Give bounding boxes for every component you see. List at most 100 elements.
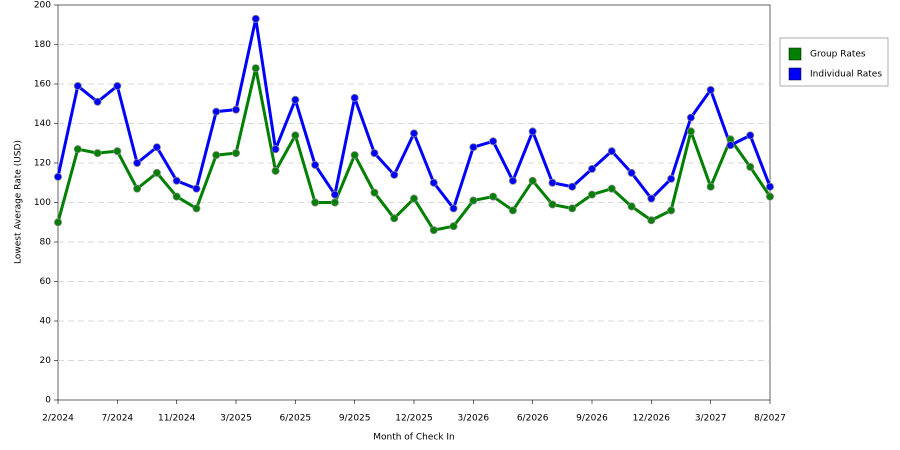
data-point (568, 204, 577, 213)
y-tick-label: 40 (40, 317, 52, 327)
data-point (489, 137, 498, 146)
data-point (350, 151, 359, 160)
data-point (172, 192, 181, 201)
data-point (746, 131, 755, 140)
data-point (508, 176, 517, 185)
data-point (133, 184, 142, 193)
data-point (409, 194, 418, 203)
y-tick-label: 180 (34, 40, 51, 50)
data-point (113, 81, 122, 90)
data-point (706, 182, 715, 191)
data-point (73, 145, 82, 154)
x-axis-label: Month of Check In (373, 433, 455, 443)
x-tick-label: 11/2024 (158, 414, 196, 424)
x-tick-label: 3/2025 (220, 414, 252, 424)
data-point (231, 149, 240, 158)
legend-label: Group Rates (810, 50, 866, 60)
data-point (311, 198, 320, 207)
x-tick-label: 12/2026 (633, 414, 671, 424)
x-tick-label: 3/2027 (695, 414, 727, 424)
data-point (271, 145, 280, 154)
data-point (370, 188, 379, 197)
data-point (212, 151, 221, 160)
legend-swatch (788, 67, 802, 81)
data-point (647, 216, 656, 225)
data-point (113, 147, 122, 156)
data-point (508, 206, 517, 215)
data-point (766, 192, 775, 201)
data-point (330, 190, 339, 199)
data-point (627, 168, 636, 177)
data-point (667, 174, 676, 183)
y-tick-label: 80 (40, 238, 52, 248)
data-point (370, 149, 379, 158)
data-point (647, 194, 656, 203)
data-point (528, 127, 537, 136)
data-point (93, 97, 102, 106)
data-point (291, 95, 300, 104)
data-point (291, 131, 300, 140)
x-tick-label: 8/2027 (754, 414, 786, 424)
data-point (607, 184, 616, 193)
y-tick-label: 200 (34, 1, 51, 11)
data-point (231, 105, 240, 114)
data-point (489, 192, 498, 201)
data-point (429, 178, 438, 187)
data-point (726, 141, 735, 150)
data-point (73, 81, 82, 90)
data-point (390, 170, 399, 179)
x-tick-label: 9/2026 (576, 414, 608, 424)
data-point (409, 129, 418, 138)
data-point (152, 168, 161, 177)
x-tick-label: 9/2025 (339, 414, 371, 424)
data-point (93, 149, 102, 158)
legend-label: Individual Rates (810, 70, 882, 80)
data-point (469, 143, 478, 152)
data-point (133, 158, 142, 167)
data-point (667, 206, 676, 215)
data-point (568, 182, 577, 191)
data-point (686, 113, 695, 122)
data-point (766, 182, 775, 191)
data-point (528, 176, 537, 185)
x-tick-label: 7/2024 (101, 414, 133, 424)
data-point (212, 107, 221, 116)
y-axis-label: Lowest Average Rate (USD) (14, 140, 24, 264)
y-tick-label: 0 (45, 396, 51, 406)
data-point (548, 178, 557, 187)
data-point (627, 202, 636, 211)
y-tick-label: 100 (34, 198, 51, 208)
data-point (588, 190, 597, 199)
data-point (350, 93, 359, 102)
data-point (429, 226, 438, 235)
x-tick-label: 2/2024 (42, 414, 74, 424)
x-tick-label: 3/2026 (457, 414, 489, 424)
data-point (390, 214, 399, 223)
x-tick-label: 12/2025 (395, 414, 432, 424)
data-point (449, 204, 458, 213)
legend-swatch (788, 47, 802, 61)
y-tick-label: 20 (40, 356, 52, 366)
data-point (686, 127, 695, 136)
data-point (330, 198, 339, 207)
data-point (588, 164, 597, 173)
y-tick-label: 60 (40, 277, 52, 287)
data-point (706, 85, 715, 94)
data-point (54, 172, 63, 181)
data-point (449, 222, 458, 231)
data-point (172, 176, 181, 185)
y-tick-label: 160 (34, 80, 51, 90)
data-point (271, 166, 280, 175)
data-point (311, 160, 320, 169)
x-tick-label: 6/2026 (517, 414, 549, 424)
data-point (192, 204, 201, 213)
data-point (152, 143, 161, 152)
data-point (192, 184, 201, 193)
data-point (251, 14, 260, 23)
data-point (251, 64, 260, 73)
data-point (469, 196, 478, 205)
y-tick-label: 140 (34, 119, 51, 129)
data-point (54, 218, 63, 227)
data-point (746, 162, 755, 171)
